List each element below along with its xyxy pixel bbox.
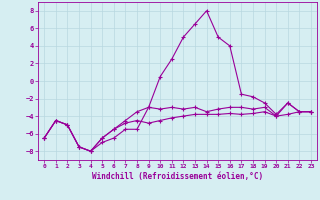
X-axis label: Windchill (Refroidissement éolien,°C): Windchill (Refroidissement éolien,°C) (92, 172, 263, 181)
